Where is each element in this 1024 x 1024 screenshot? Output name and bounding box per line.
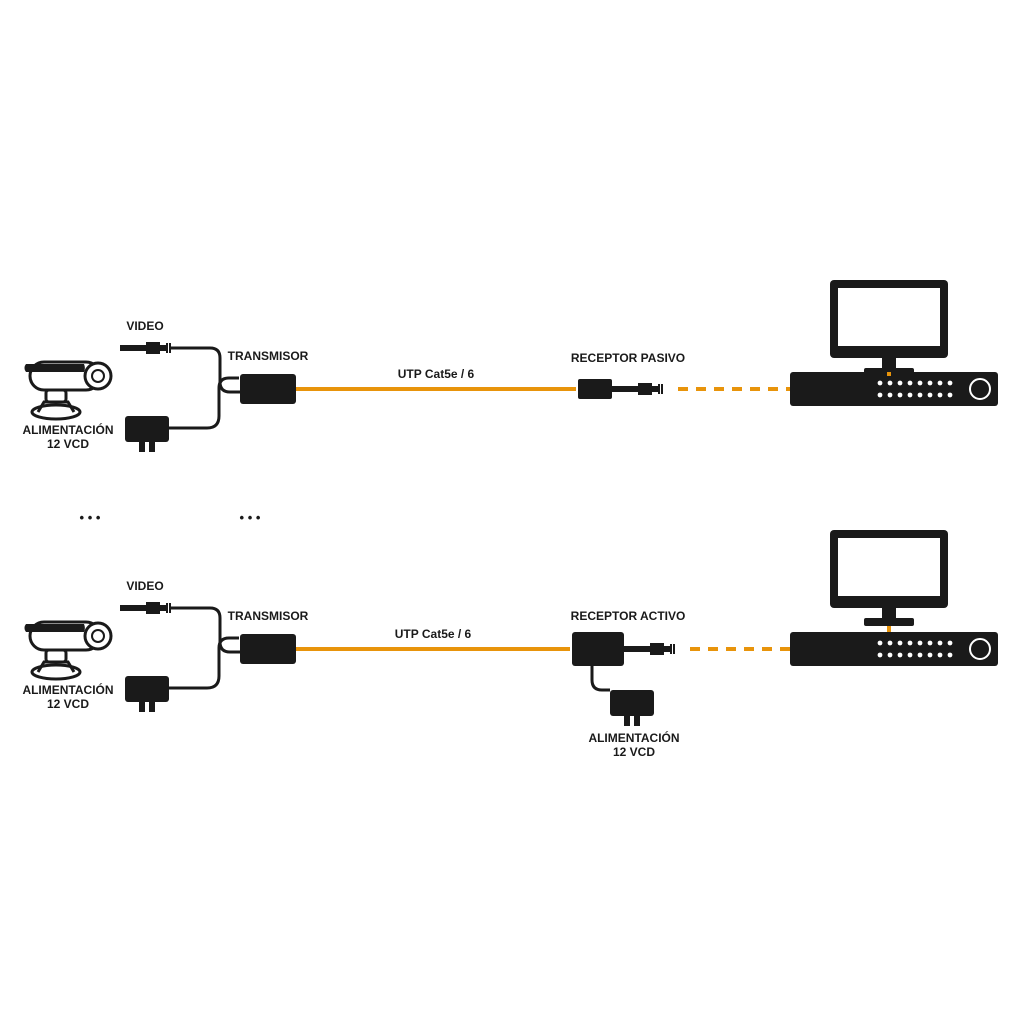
transmitter-icon [240,634,296,664]
camera-icon [24,362,111,419]
svg-text:12 VCD: 12 VCD [47,697,89,711]
receptor-pasivo-icon [578,379,612,399]
psu-icon [610,690,654,726]
svg-text:ALIMENTACIÓN: ALIMENTACIÓN [588,730,679,745]
utp-label: UTP Cat5e / 6 [395,627,472,641]
bnc-connector-icon [120,342,171,354]
transmitter-icon [240,374,296,404]
dvr-icon [790,372,998,406]
alimentacion-label: ALIMENTACIÓN [22,682,113,697]
cctv-wiring-diagram: VIDEOALIMENTACIÓN12 VCDTRANSMISORUTP Cat… [0,0,1024,1024]
receptor-activo-label: RECEPTOR ACTIVO [571,609,686,623]
utp-label: UTP Cat5e / 6 [398,367,475,381]
receptor-activo-icon [572,632,624,666]
camera-icon [24,622,111,679]
bnc-connector-icon [120,602,171,614]
svg-text:12 VCD: 12 VCD [47,437,89,451]
transmisor-label: TRANSMISOR [228,349,309,363]
video-label: VIDEO [126,579,163,593]
ellipsis: • • • [240,510,261,525]
svg-text:12 VCD: 12 VCD [613,745,655,759]
receptor-pasivo-label: RECEPTOR PASIVO [571,351,685,365]
transmisor-label: TRANSMISOR [228,609,309,623]
ellipsis: • • • [80,510,101,525]
video-label: VIDEO [126,319,163,333]
monitor-icon [830,280,948,376]
monitor-icon [830,530,948,626]
alimentacion-label: ALIMENTACIÓN [22,422,113,437]
psu-icon [125,416,169,452]
psu-icon [125,676,169,712]
dvr-icon [790,632,998,666]
